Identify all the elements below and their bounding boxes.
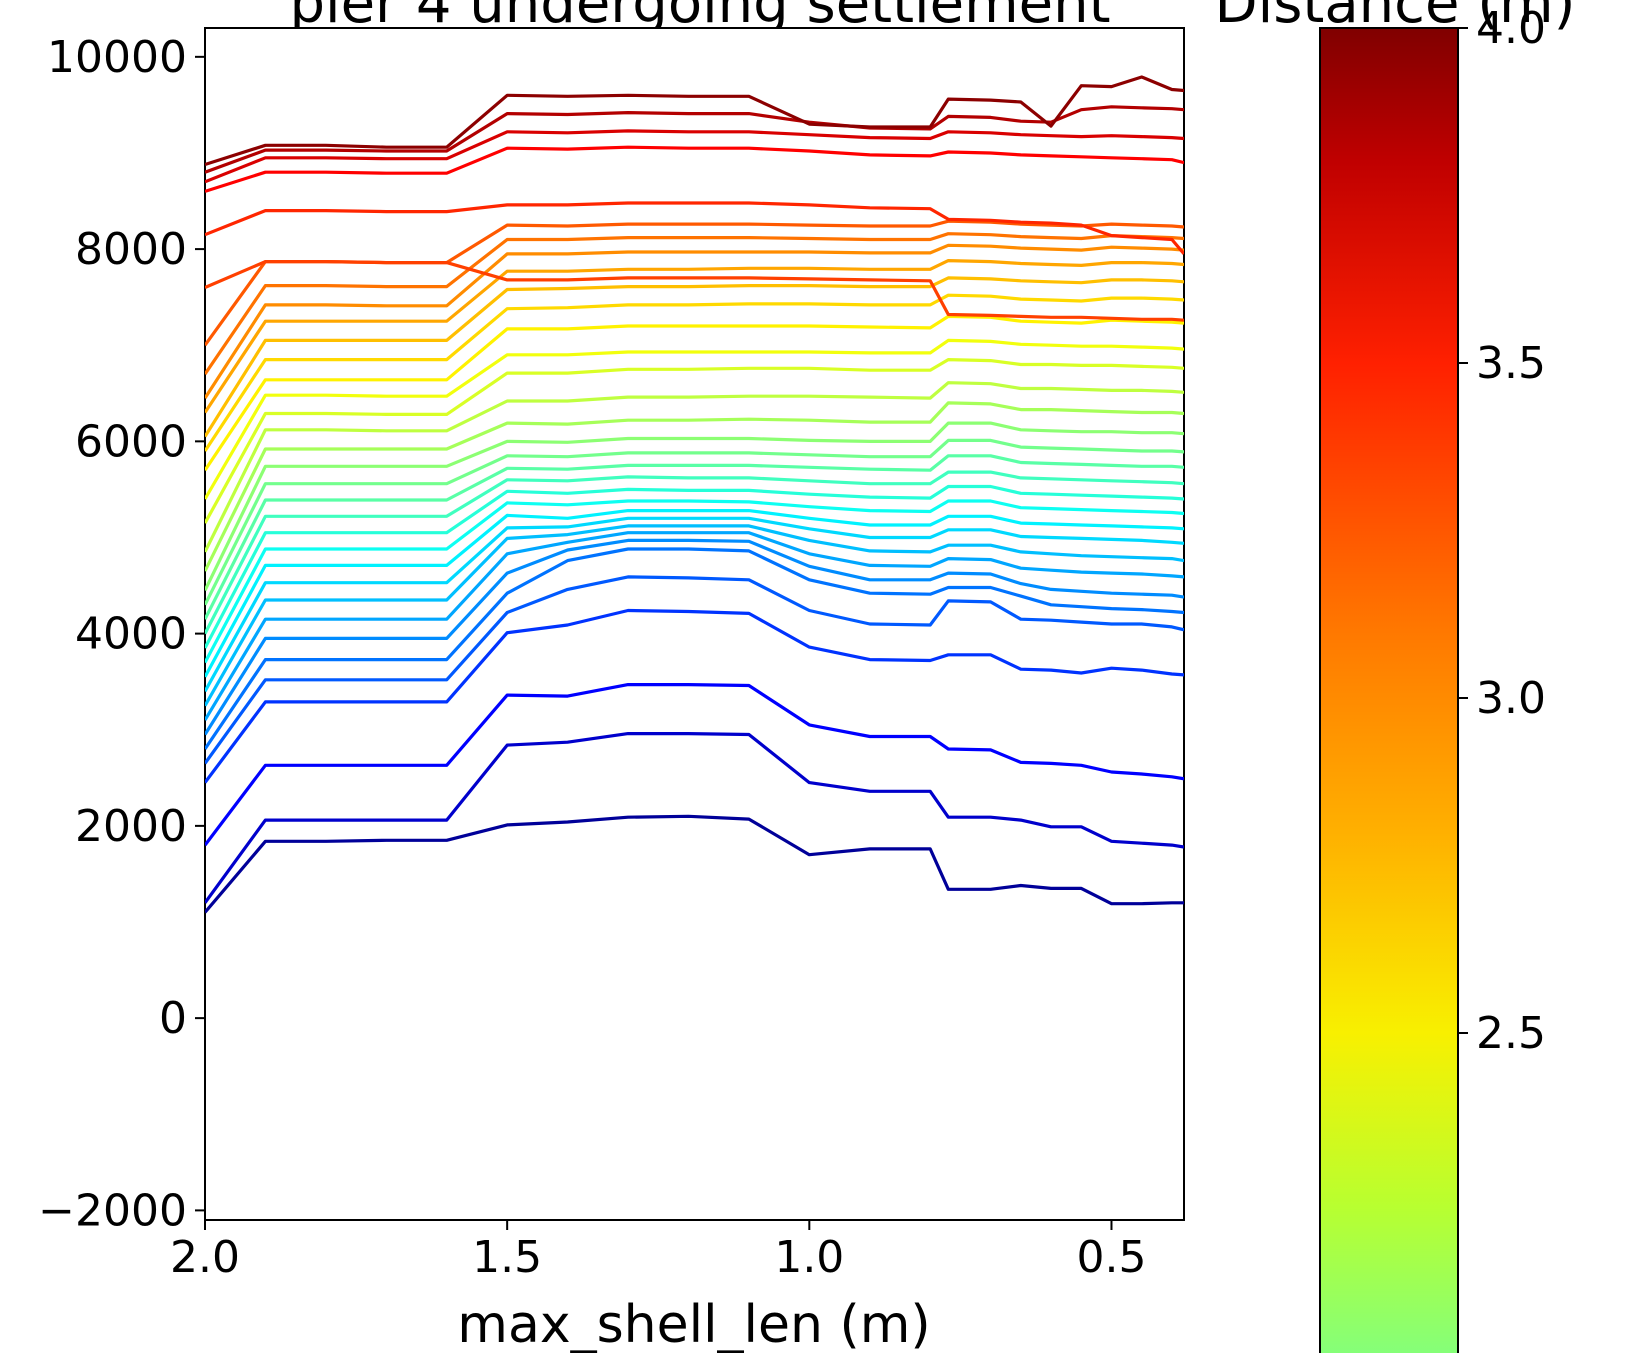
y-tick-label: 6000	[75, 416, 187, 467]
x-tick-label: 1.0	[774, 1232, 844, 1283]
y-tick-label: 10000	[47, 32, 187, 83]
plot-area	[205, 28, 1184, 1220]
y-tick-label: −2000	[38, 1185, 187, 1236]
x-tick-label: 1.5	[472, 1232, 542, 1283]
colorbar-label: Distance (m)	[1215, 0, 1576, 36]
y-tick-label: 0	[159, 993, 187, 1044]
y-axis: −2000 0 2000 4000 6000 8000 10000	[38, 32, 205, 1237]
colorbar-tick-label: 2.5	[1476, 1008, 1546, 1059]
colorbar-tick-label: 3.0	[1476, 673, 1546, 724]
colorbar-tick-label: 3.5	[1476, 338, 1546, 389]
x-axis: 2.0 1.5 1.0 0.5	[170, 1220, 1146, 1283]
y-tick-label: 8000	[75, 224, 187, 275]
x-axis-label: max_shell_len (m)	[457, 1295, 930, 1353]
y-tick-label: 2000	[75, 801, 187, 852]
colorbar-ticks: 4.03.53.02.5	[1458, 3, 1546, 1059]
x-tick-label: 2.0	[170, 1232, 240, 1283]
y-tick-label: 4000	[75, 609, 187, 660]
colorbar	[1320, 28, 1458, 1353]
x-tick-label: 0.5	[1076, 1232, 1146, 1283]
